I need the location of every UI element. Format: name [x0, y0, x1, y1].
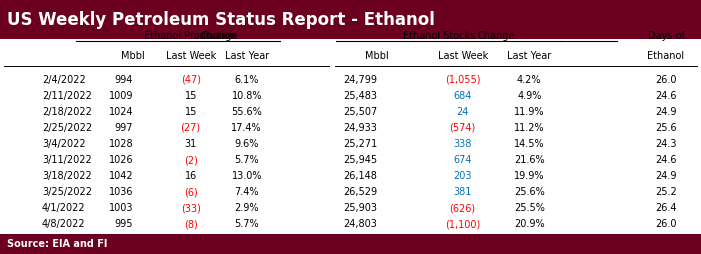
- Text: (8): (8): [184, 219, 198, 229]
- Text: 6.1%: 6.1%: [235, 75, 259, 85]
- Text: 2/18/2022: 2/18/2022: [42, 107, 92, 117]
- Text: 3/4/2022: 3/4/2022: [42, 139, 86, 149]
- Text: Last Year: Last Year: [507, 51, 552, 61]
- Text: 25,271: 25,271: [343, 139, 377, 149]
- Text: US Weekly Petroleum Status Report - Ethanol: US Weekly Petroleum Status Report - Etha…: [7, 11, 435, 29]
- Text: Last Year: Last Year: [224, 51, 269, 61]
- Text: 26.0: 26.0: [655, 75, 676, 85]
- Text: 9.6%: 9.6%: [235, 139, 259, 149]
- Text: Mbbl: Mbbl: [121, 51, 145, 61]
- Text: 11.9%: 11.9%: [514, 107, 545, 117]
- Text: 674: 674: [454, 155, 472, 165]
- Text: (2): (2): [184, 155, 198, 165]
- Text: 31: 31: [184, 139, 197, 149]
- Text: 24.9: 24.9: [655, 107, 676, 117]
- Text: 25,903: 25,903: [343, 203, 377, 213]
- Text: 15: 15: [184, 107, 197, 117]
- Text: Last Week: Last Week: [165, 51, 216, 61]
- Text: Source: EIA and FI: Source: EIA and FI: [7, 239, 107, 249]
- Text: 24.6: 24.6: [655, 91, 676, 101]
- Text: 3/11/2022: 3/11/2022: [42, 155, 92, 165]
- Text: 3/25/2022: 3/25/2022: [42, 187, 92, 197]
- Text: 24.6: 24.6: [655, 155, 676, 165]
- Text: 2/25/2022: 2/25/2022: [42, 123, 93, 133]
- Text: 26.4: 26.4: [655, 203, 676, 213]
- Text: 1028: 1028: [109, 139, 133, 149]
- Text: 26.0: 26.0: [655, 219, 676, 229]
- Text: 4/8/2022: 4/8/2022: [42, 219, 86, 229]
- Text: 24,933: 24,933: [343, 123, 377, 133]
- Text: 25,483: 25,483: [343, 91, 377, 101]
- Text: 995: 995: [115, 219, 133, 229]
- Text: (6): (6): [184, 187, 198, 197]
- Text: 1003: 1003: [109, 203, 133, 213]
- Text: 25.6%: 25.6%: [514, 187, 545, 197]
- Text: (1,100): (1,100): [445, 219, 480, 229]
- Text: Mbbl: Mbbl: [365, 51, 389, 61]
- Text: 25.6: 25.6: [655, 123, 676, 133]
- Text: 24: 24: [456, 107, 469, 117]
- Text: 4.9%: 4.9%: [517, 91, 541, 101]
- Text: 13.0%: 13.0%: [231, 171, 262, 181]
- Text: 11.2%: 11.2%: [514, 123, 545, 133]
- Text: 17.4%: 17.4%: [231, 123, 262, 133]
- Text: 20.9%: 20.9%: [514, 219, 545, 229]
- Text: 14.5%: 14.5%: [514, 139, 545, 149]
- Text: 10.8%: 10.8%: [231, 91, 262, 101]
- Text: 25.2: 25.2: [655, 187, 677, 197]
- Text: 684: 684: [454, 91, 472, 101]
- Text: (33): (33): [181, 203, 200, 213]
- Text: 7.4%: 7.4%: [235, 187, 259, 197]
- Text: 3/18/2022: 3/18/2022: [42, 171, 92, 181]
- Text: 203: 203: [454, 171, 472, 181]
- Text: 997: 997: [115, 123, 133, 133]
- Text: 338: 338: [454, 139, 472, 149]
- Text: 4/1/2022: 4/1/2022: [42, 203, 86, 213]
- Text: Change: Change: [200, 31, 238, 41]
- Text: 2/11/2022: 2/11/2022: [42, 91, 92, 101]
- Text: 2.9%: 2.9%: [235, 203, 259, 213]
- Text: 21.6%: 21.6%: [514, 155, 545, 165]
- Text: (574): (574): [449, 123, 476, 133]
- Text: 5.7%: 5.7%: [234, 219, 259, 229]
- Text: 1026: 1026: [109, 155, 133, 165]
- Text: 2/4/2022: 2/4/2022: [42, 75, 86, 85]
- Text: (27): (27): [181, 123, 200, 133]
- Text: Days of: Days of: [648, 31, 684, 41]
- Text: 25.5%: 25.5%: [514, 203, 545, 213]
- Text: 26,148: 26,148: [343, 171, 377, 181]
- Text: (626): (626): [449, 203, 476, 213]
- Text: 5.7%: 5.7%: [234, 155, 259, 165]
- Text: 1024: 1024: [109, 107, 133, 117]
- Text: (47): (47): [181, 75, 200, 85]
- Text: Ethanol Stocks: Ethanol Stocks: [403, 31, 475, 41]
- Text: Change: Change: [477, 31, 515, 41]
- FancyBboxPatch shape: [0, 234, 701, 254]
- Text: 26,529: 26,529: [343, 187, 377, 197]
- Text: 25,507: 25,507: [343, 107, 377, 117]
- Text: 15: 15: [184, 91, 197, 101]
- Text: 16: 16: [184, 171, 197, 181]
- Text: 24,803: 24,803: [343, 219, 377, 229]
- Text: 25,945: 25,945: [343, 155, 377, 165]
- Text: Ethanol: Ethanol: [648, 51, 684, 61]
- Text: 19.9%: 19.9%: [514, 171, 545, 181]
- Text: Ethanol Production: Ethanol Production: [144, 31, 236, 41]
- Text: 1009: 1009: [109, 91, 133, 101]
- Text: 24.3: 24.3: [655, 139, 676, 149]
- Text: 1042: 1042: [109, 171, 133, 181]
- Text: (1,055): (1,055): [445, 75, 480, 85]
- Text: 55.6%: 55.6%: [231, 107, 262, 117]
- Text: 994: 994: [115, 75, 133, 85]
- Text: 24,799: 24,799: [343, 75, 377, 85]
- Text: 381: 381: [454, 187, 472, 197]
- Text: 1036: 1036: [109, 187, 133, 197]
- Text: Last Week: Last Week: [437, 51, 488, 61]
- Text: 4.2%: 4.2%: [517, 75, 541, 85]
- FancyBboxPatch shape: [0, 0, 701, 39]
- Text: 24.9: 24.9: [655, 171, 676, 181]
